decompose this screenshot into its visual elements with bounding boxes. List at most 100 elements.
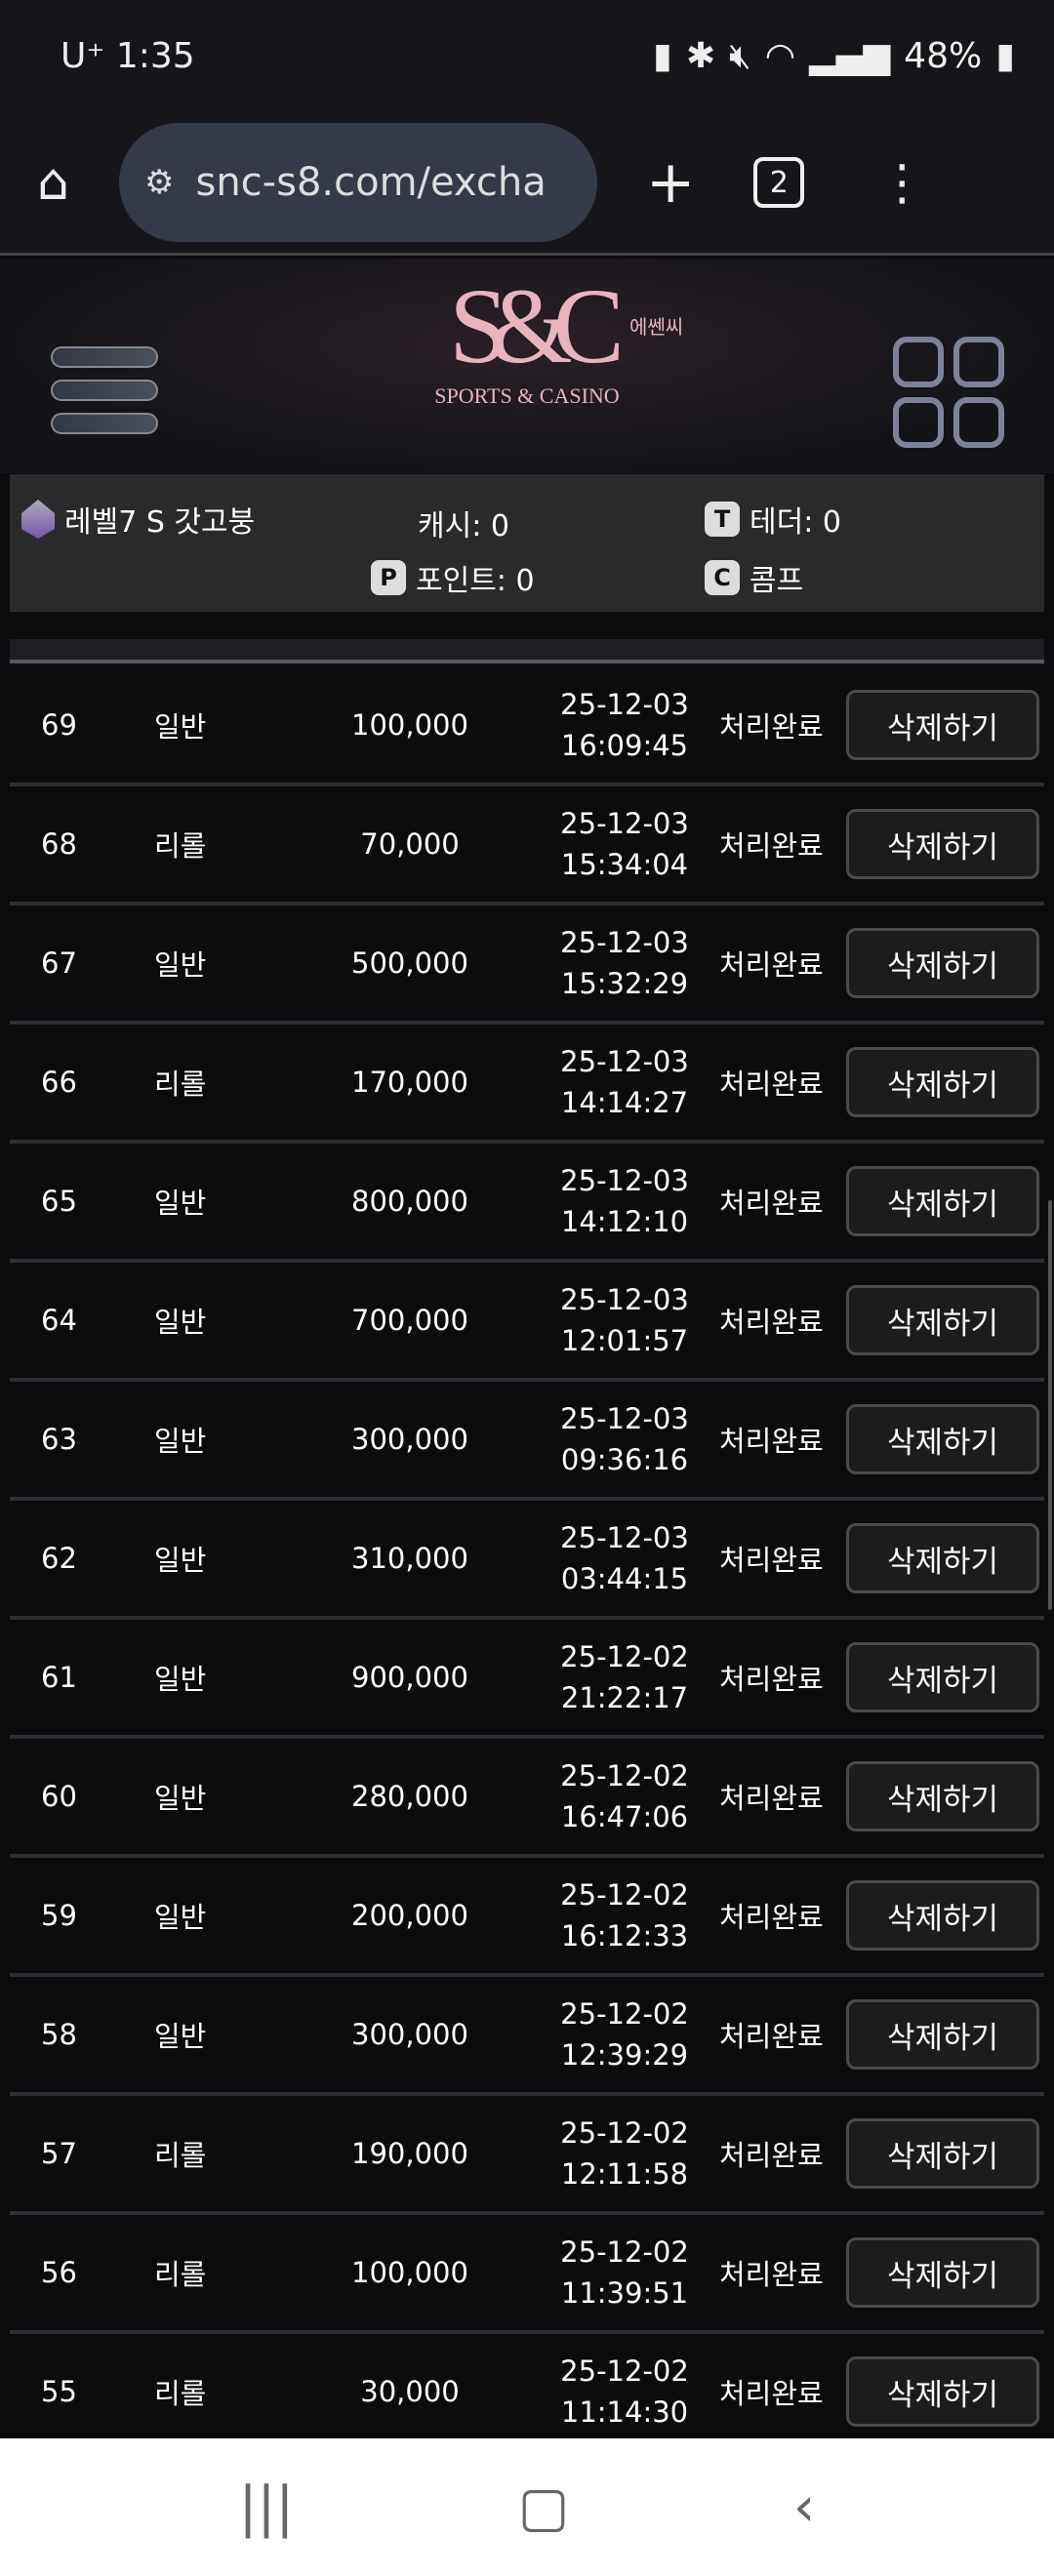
table-row: 59 일반 200,000 25-12-02 16:12:33 처리완료 삭제하기: [10, 1858, 1044, 1977]
delete-button[interactable]: 삭제하기: [846, 928, 1039, 998]
scrollbar[interactable]: [1048, 1200, 1052, 1610]
row-number: 60: [41, 1780, 77, 1813]
row-status: 처리완료: [719, 2377, 824, 2410]
back-icon[interactable]: ‹: [792, 2475, 816, 2539]
site-logo[interactable]: S&C 에쎈씨 SPORTS & CASINO: [420, 266, 683, 409]
row-time: 16:47:06: [560, 1800, 689, 1833]
delete-button[interactable]: 삭제하기: [846, 2356, 1039, 2427]
row-datetime: 25-12-03 15:32:29: [537, 922, 712, 1004]
comp-link[interactable]: 콤프: [750, 564, 804, 598]
row-time: 03:44:15: [560, 1562, 689, 1595]
table-row: 55 리롤 30,000 25-12-02 11:14:30 처리완료 삭제하기: [10, 2334, 1044, 2453]
row-date: 25-12-03: [560, 926, 689, 959]
table-row: 69 일반 100,000 25-12-03 16:09:45 처리완료 삭제하기: [10, 667, 1044, 786]
row-datetime: 25-12-03 09:36:16: [537, 1398, 712, 1480]
home-button-icon[interactable]: ▢: [517, 2475, 570, 2539]
delete-button[interactable]: 삭제하기: [846, 690, 1039, 760]
delete-button[interactable]: 삭제하기: [846, 1642, 1039, 1712]
row-type: 일반: [154, 710, 207, 744]
delete-button[interactable]: 삭제하기: [846, 1285, 1039, 1355]
home-icon[interactable]: ⌂: [37, 153, 70, 212]
apps-grid-icon[interactable]: [893, 337, 1004, 448]
row-amount: 200,000: [351, 1899, 468, 1932]
row-date: 25-12-02: [560, 1878, 689, 1912]
row-number: 64: [41, 1304, 77, 1337]
row-date: 25-12-03: [560, 1521, 689, 1554]
row-time: 12:39:29: [560, 2038, 689, 2072]
row-time: 09:36:16: [560, 1443, 689, 1476]
battery-saver-icon: ▮: [653, 36, 672, 76]
delete-button[interactable]: 삭제하기: [846, 1047, 1039, 1117]
delete-button[interactable]: 삭제하기: [846, 2118, 1039, 2189]
row-date: 25-12-02: [560, 2355, 689, 2388]
user-info-panel: 레벨7 S 갓고붕 캐시: 0 T 테더: 0 P 포인트: 0 C 콤프: [10, 474, 1044, 612]
row-date: 25-12-03: [560, 1164, 689, 1197]
table-row: 62 일반 310,000 25-12-03 03:44:15 처리완료 삭제하기: [10, 1501, 1044, 1620]
row-number: 59: [41, 1899, 77, 1932]
row-number: 66: [41, 1066, 77, 1099]
new-tab-icon[interactable]: +: [646, 148, 696, 217]
system-nav-bar: ||| ▢ ‹: [0, 2438, 1054, 2576]
row-datetime: 25-12-03 15:34:04: [537, 803, 712, 885]
row-number: 57: [41, 2137, 77, 2170]
table-row: 65 일반 800,000 25-12-03 14:12:10 처리완료 삭제하기: [10, 1144, 1044, 1263]
table-row: 66 리롤 170,000 25-12-03 14:14:27 처리완료 삭제하기: [10, 1025, 1044, 1144]
row-type: 일반: [154, 1425, 207, 1458]
tether-icon: T: [705, 502, 740, 537]
address-bar[interactable]: ⚙ snc-s8.com/excha: [119, 123, 597, 242]
delete-button[interactable]: 삭제하기: [846, 1761, 1039, 1831]
delete-button[interactable]: 삭제하기: [846, 1166, 1039, 1236]
delete-button[interactable]: 삭제하기: [846, 2237, 1039, 2308]
row-type: 일반: [154, 1187, 207, 1220]
more-menu-icon[interactable]: ⋮: [877, 154, 927, 211]
row-datetime: 25-12-03 03:44:15: [537, 1517, 712, 1599]
row-number: 58: [41, 2018, 77, 2051]
delete-button[interactable]: 삭제하기: [846, 809, 1039, 879]
table-header: [10, 639, 1044, 664]
delete-button[interactable]: 삭제하기: [846, 1523, 1039, 1593]
delete-button[interactable]: 삭제하기: [846, 1880, 1039, 1951]
battery-level: 48%: [904, 36, 983, 76]
hamburger-menu-icon[interactable]: [51, 346, 158, 446]
row-number: 63: [41, 1423, 77, 1456]
delete-button[interactable]: 삭제하기: [846, 1999, 1039, 2070]
status-bar: U⁺ 1:35 ▮ ✱ 🔇︎ ◠ ▂▄▆ 48% ▮: [0, 0, 1054, 112]
table-row: 64 일반 700,000 25-12-03 12:01:57 처리완료 삭제하기: [10, 1263, 1044, 1382]
logo-tagline: SPORTS & CASINO: [434, 383, 620, 408]
row-number: 65: [41, 1185, 77, 1218]
row-amount: 800,000: [351, 1185, 468, 1218]
row-amount: 300,000: [351, 2018, 468, 2051]
row-type: 일반: [154, 2020, 207, 2053]
tab-switcher-button[interactable]: 2: [753, 157, 805, 208]
site-settings-icon[interactable]: ⚙: [144, 163, 175, 202]
carrier: U⁺: [61, 36, 105, 76]
tether-balance: 테더: 0: [750, 505, 841, 540]
row-type: 일반: [154, 1544, 207, 1577]
row-date: 25-12-03: [560, 1045, 689, 1078]
row-type: 일반: [154, 1782, 207, 1815]
row-date: 25-12-03: [560, 1402, 689, 1435]
row-time: 12:01:57: [560, 1324, 689, 1357]
recent-apps-icon[interactable]: |||: [238, 2475, 295, 2539]
logo-mark: S&C: [448, 266, 625, 385]
row-amount: 700,000: [351, 1304, 468, 1337]
row-date: 25-12-03: [560, 1283, 689, 1316]
row-datetime: 25-12-02 16:47:06: [537, 1755, 712, 1837]
row-status: 처리완료: [719, 1187, 824, 1220]
mute-icon: 🔇︎: [729, 35, 751, 76]
signal-icon: ▂▄▆: [809, 36, 891, 76]
bluetooth-icon: ✱: [685, 36, 715, 76]
delete-button[interactable]: 삭제하기: [846, 1404, 1039, 1474]
user-level-name: 레벨7 S 갓고붕: [64, 505, 256, 540]
row-datetime: 25-12-03 14:12:10: [537, 1160, 712, 1242]
row-type: 리롤: [154, 2258, 207, 2291]
table-row: 58 일반 300,000 25-12-02 12:39:29 처리완료 삭제하기: [10, 1977, 1044, 2096]
row-amount: 500,000: [351, 946, 468, 980]
row-status: 처리완료: [719, 1306, 824, 1339]
table-row: 57 리롤 190,000 25-12-02 12:11:58 처리완료 삭제하기: [10, 2096, 1044, 2215]
row-time: 14:12:10: [560, 1205, 689, 1238]
row-number: 67: [41, 946, 77, 980]
row-status: 처리완료: [719, 2258, 824, 2291]
browser-toolbar: ⌂ ⚙ snc-s8.com/excha + 2 ⋮: [0, 112, 1054, 256]
logo-korean: 에쎈씨: [629, 315, 684, 339]
